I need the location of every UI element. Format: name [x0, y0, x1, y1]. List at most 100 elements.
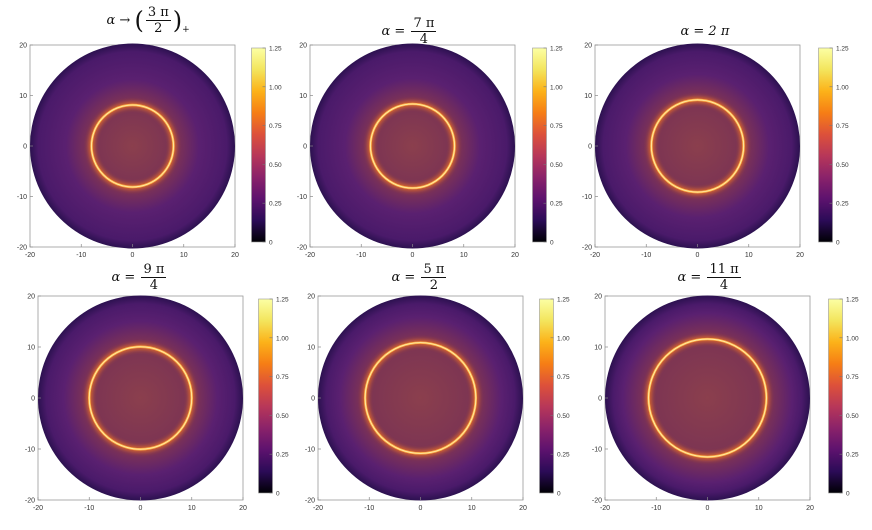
ring-core — [91, 104, 174, 188]
colorbar-gradient — [539, 298, 554, 494]
y-tick-label: -20 — [592, 498, 602, 505]
x-tick-label: -20 — [590, 252, 600, 259]
colorbar-tick-label: 0.25 — [846, 452, 859, 459]
heatmap-panel-5: -20 -10 0 10 20 20 10 0 -10 -20 — [305, 294, 527, 513]
colorbar-tick-label: 0.25 — [269, 201, 282, 208]
colorbar-tick-label: 0.50 — [557, 413, 570, 420]
y-tick-label: 10 — [19, 93, 27, 100]
heatmap-panel-6: -20 -10 0 10 20 20 10 0 -10 -20 — [592, 294, 814, 513]
x-tick-label: 10 — [188, 505, 196, 512]
colorbar-tick-label: 1.00 — [846, 335, 859, 342]
y-tick-label: -20 — [25, 498, 35, 505]
x-tick-label: -20 — [600, 505, 610, 512]
y-tick-label: 10 — [27, 345, 35, 352]
colorbar-tick-label: 0 — [846, 491, 850, 498]
title-prefix: α = — [391, 270, 420, 285]
density-disk — [310, 43, 515, 249]
x-tick-label: 0 — [411, 252, 415, 259]
fraction-denominator: 4 — [719, 278, 729, 293]
ring-core — [370, 103, 455, 189]
colorbar-tick-label: 0.50 — [550, 162, 563, 169]
colorbar-tick-label: 0 — [276, 491, 280, 498]
right-paren: ) — [172, 6, 183, 35]
colorbar-tick-label: 0.50 — [846, 413, 859, 420]
colorbar-gradient — [828, 298, 843, 494]
x-tick-label: -20 — [25, 252, 35, 259]
colorbar-tick-label: 0.75 — [276, 374, 289, 381]
colorbar-tick-label: 1.25 — [557, 297, 570, 304]
colorbar-tick-label: 1.25 — [276, 297, 289, 304]
y-tick-label: 0 — [31, 396, 35, 403]
x-tick-label: 0 — [696, 252, 700, 259]
heatmap-panel-2: -20 -10 0 10 20 20 10 0 -10 -20 — [297, 43, 519, 260]
density-disk — [30, 43, 235, 249]
y-tick-label: -20 — [297, 245, 307, 252]
ring-core — [650, 99, 745, 193]
density-disk — [38, 295, 243, 501]
colorbar-tick-label: 1.00 — [550, 84, 563, 91]
y-tick-label: -10 — [25, 447, 35, 454]
fraction-denominator: 4 — [149, 278, 159, 293]
heatmap-panel-3: -20 -10 0 10 20 20 10 0 -10 -20 — [582, 43, 804, 260]
x-tick-label: 20 — [806, 505, 814, 512]
colorbar-tick-label: 1.25 — [846, 297, 859, 304]
x-tick-label: 10 — [468, 505, 476, 512]
ring-core — [364, 342, 477, 454]
y-tick-label: 10 — [307, 345, 315, 352]
colorbar-tick-label: 1.00 — [269, 84, 282, 91]
colorbar-6: 1.25 1.00 0.75 0.50 0.25 0 — [828, 297, 859, 498]
colorbar-tick-label: 1.25 — [836, 46, 849, 53]
x-tick-label: 20 — [519, 505, 527, 512]
colorbar-tick-label: 0.25 — [557, 452, 570, 459]
y-tick-label: 0 — [598, 396, 602, 403]
y-tick-label: 20 — [299, 43, 307, 50]
panel-title: α → (3 π 2)+ — [107, 5, 190, 36]
y-tick-label: 0 — [23, 144, 27, 151]
density-disk — [595, 43, 800, 249]
ring-core — [88, 346, 193, 450]
colorbar-gradient — [258, 298, 273, 494]
x-tick-label: 20 — [231, 252, 239, 259]
x-tick-label: 10 — [460, 252, 468, 259]
left-paren: ( — [134, 6, 144, 35]
y-tick-label: -10 — [17, 194, 27, 201]
fraction-denominator: 2 — [154, 21, 163, 36]
y-tick-label: 20 — [27, 294, 35, 301]
ring-core — [648, 338, 767, 458]
colorbar-tick-label: 0.75 — [836, 123, 849, 130]
x-tick-label: -10 — [651, 505, 661, 512]
title-prefix: α = 2 π — [680, 24, 730, 39]
colorbar-tick-label: 1.00 — [557, 335, 570, 342]
fraction-numerator: 9 π — [141, 262, 167, 278]
x-tick-label: 0 — [419, 505, 423, 512]
colorbar-tick-label: 1.25 — [550, 46, 563, 53]
colorbar-tick-label: 1.25 — [269, 46, 282, 53]
heatmap-panel-4: -20 -10 0 10 20 20 10 0 -10 -20 — [25, 294, 247, 513]
colorbar-tick-label: 0.50 — [836, 162, 849, 169]
panel-title: α = 2 π — [681, 24, 730, 39]
x-tick-label: 20 — [796, 252, 804, 259]
colorbar-tick-label: 0 — [550, 240, 554, 247]
y-tick-label: 20 — [594, 294, 602, 301]
colorbar-tick-label: 0 — [557, 491, 561, 498]
colorbar-tick-label: 0.25 — [836, 201, 849, 208]
y-tick-label: 0 — [303, 144, 307, 151]
colorbar-tick-label: 0.75 — [550, 123, 563, 130]
colorbar-3: 1.25 1.00 0.75 0.50 0.25 0 — [818, 46, 849, 247]
fraction-numerator: 5 π — [421, 262, 447, 278]
x-tick-label: 10 — [745, 252, 753, 259]
y-tick-label: -10 — [582, 194, 592, 201]
x-tick-label: 0 — [131, 252, 135, 259]
fraction-denominator: 2 — [429, 278, 439, 293]
colorbar-4: 1.25 1.00 0.75 0.50 0.25 0 — [258, 297, 289, 498]
density-disk — [605, 295, 810, 501]
fraction-denominator: 4 — [419, 32, 429, 47]
x-tick-label: 10 — [180, 252, 188, 259]
fraction-numerator: 11 π — [707, 262, 741, 278]
colorbar-1: 1.25 1.00 0.75 0.50 0.25 0 — [251, 46, 282, 247]
